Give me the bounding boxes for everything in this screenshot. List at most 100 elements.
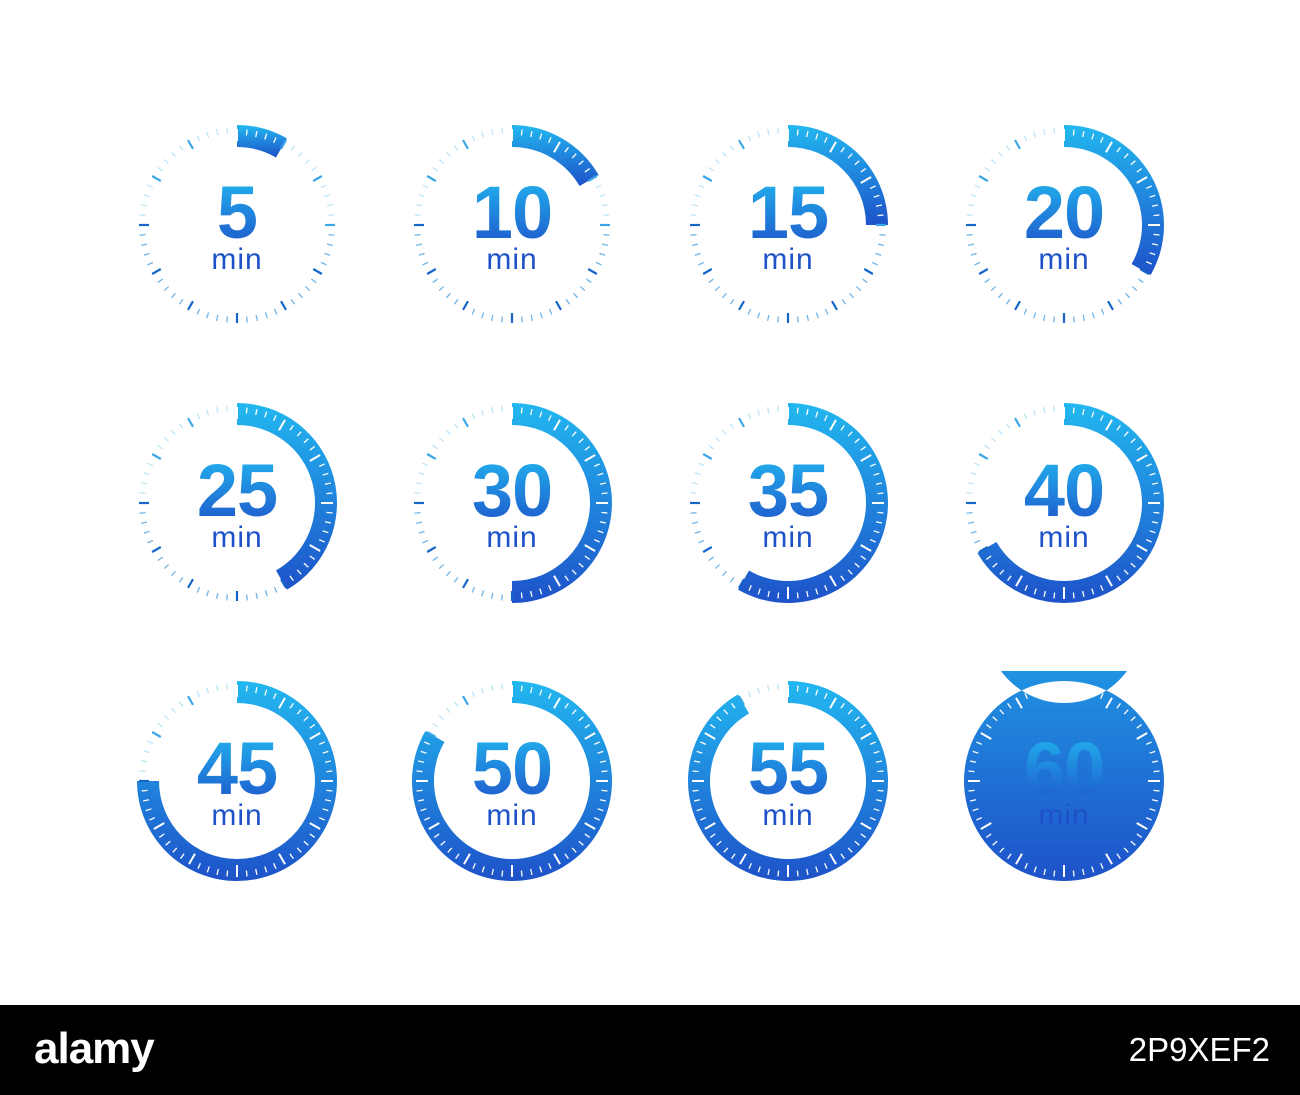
tick-mark [424,741,431,745]
tick-mark [824,308,829,315]
tick-mark [595,261,602,266]
timer-dial [139,125,335,323]
tick-mark [980,732,992,740]
tick-mark [328,233,335,236]
timer-number: 30 [402,451,622,531]
tick-mark [426,453,437,460]
tick-mark [1024,862,1028,869]
tick-mark [147,261,154,266]
tick-mark [426,268,437,275]
tick-mark [296,569,302,575]
tick-mark [595,184,602,189]
tick-mark [170,429,176,436]
tick-mark [433,833,440,838]
tick-mark [968,481,975,485]
tick-mark [875,799,883,802]
tick-mark [188,853,196,865]
tick-mark [597,750,604,754]
tick-mark [1149,194,1156,198]
tick-mark [1014,417,1021,428]
tick-mark [796,592,799,599]
tick-mark [729,423,735,429]
tick-mark [1105,697,1113,709]
progress-arc [738,403,888,603]
timer-dial [414,403,612,603]
tick-mark [1023,413,1028,420]
progress-arc [237,403,337,590]
tick-mark [860,446,867,451]
tick-mark [877,770,884,773]
tick-mark [990,158,997,164]
tick-mark [539,312,543,319]
tick-mark [1053,405,1056,412]
tick-mark [548,862,552,869]
tick-mark [1082,868,1085,876]
tick-mark [1105,141,1113,153]
tick-mark [453,299,459,305]
tick-mark [143,472,150,476]
tick-mark [481,409,485,416]
tick-mark [1091,588,1095,595]
tick-mark [143,530,150,534]
tick-mark [1082,130,1085,138]
timer-dial [966,125,1164,323]
timer-unit: min [486,521,538,554]
tick-mark [565,299,571,305]
tick-mark [157,556,163,562]
timer-25-min: 25 min [127,393,347,613]
tick-mark [766,314,770,321]
tick-mark [990,436,997,442]
tick-mark [309,454,321,462]
tick-mark [584,544,596,552]
timer-unit: min [211,243,263,276]
tick-mark [860,833,867,838]
tick-mark [1130,160,1136,166]
tick-mark [255,408,258,416]
tick-mark [601,789,608,792]
tick-mark [438,436,445,442]
tick-mark [440,840,446,846]
tick-mark [969,760,977,763]
tick-mark [1033,588,1037,595]
tick-mark [1072,129,1075,136]
tick-mark [304,286,311,292]
tick-mark [599,760,607,763]
timer-dial [137,681,337,881]
tick-mark [151,546,162,553]
tick-mark [579,286,586,292]
tick-mark [601,203,608,207]
tick-mark [141,203,148,207]
tick-mark [869,185,876,189]
tick-mark [974,462,981,467]
tick-mark [815,411,819,418]
tick-mark [1015,697,1023,709]
tick-mark [143,252,150,256]
tick-mark [280,300,287,311]
tick-mark [1072,316,1075,323]
tick-mark [723,709,729,715]
tick-mark [1007,853,1012,860]
tick-mark [264,590,268,597]
tick-mark [501,405,504,412]
tick-mark [1145,185,1152,189]
tick-mark [553,853,561,865]
tick-mark [1116,853,1121,860]
tick-mark [739,853,747,865]
tick-mark [318,539,325,543]
tick-mark [969,799,977,802]
tick-mark [1151,799,1159,802]
tick-mark [324,482,332,485]
tick-mark [418,472,425,476]
tick-mark [416,243,423,247]
tick-mark [692,203,699,207]
tick-mark [757,409,761,416]
tick-mark [731,853,736,860]
tick-mark [984,166,990,172]
tick-mark [490,129,494,136]
tick-mark [847,709,853,715]
tick-mark [422,539,429,544]
tick-mark [1123,153,1129,159]
tick-mark [1123,709,1129,715]
tick-mark [974,261,981,266]
tick-mark [311,166,317,172]
